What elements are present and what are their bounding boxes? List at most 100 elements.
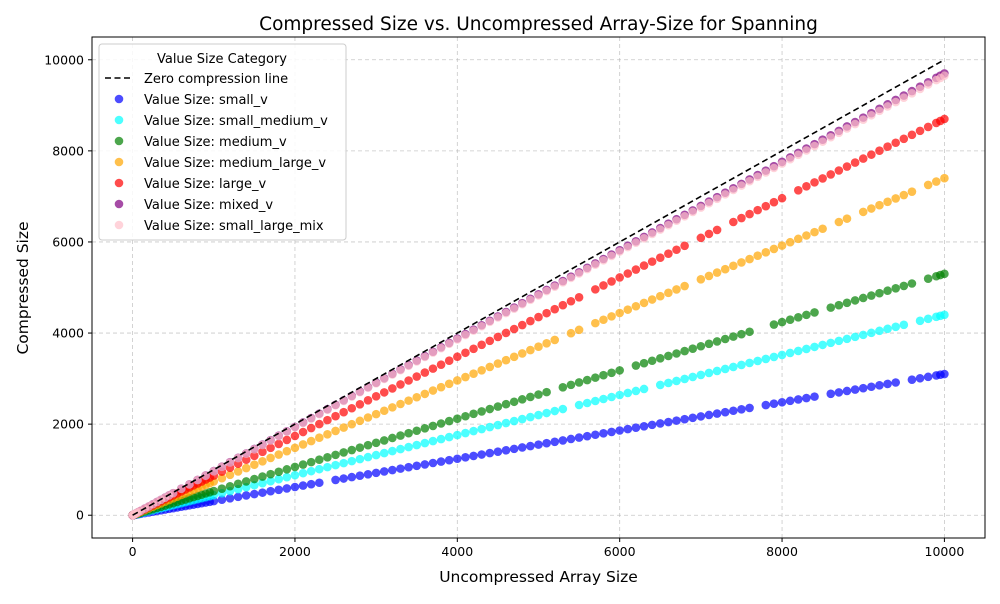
data-point xyxy=(647,356,657,366)
data-point xyxy=(558,300,568,310)
data-point xyxy=(923,180,933,190)
data-point xyxy=(266,476,275,486)
data-point xyxy=(477,424,486,434)
data-point xyxy=(729,217,738,227)
data-point xyxy=(379,448,389,458)
data-point xyxy=(436,434,446,444)
data-point xyxy=(712,268,722,277)
data-point xyxy=(517,320,527,330)
y-tick-label: 4000 xyxy=(52,326,84,341)
data-point xyxy=(785,154,795,164)
data-point xyxy=(477,340,486,350)
data-point xyxy=(867,382,876,392)
data-point xyxy=(404,442,413,452)
data-point xyxy=(371,438,381,448)
data-point xyxy=(379,436,389,445)
data-point xyxy=(891,284,900,293)
data-point xyxy=(883,379,892,389)
legend-line-label: Zero compression line xyxy=(144,72,288,87)
data-point xyxy=(631,301,641,311)
data-point xyxy=(712,409,722,418)
data-point xyxy=(436,419,446,428)
data-point xyxy=(745,254,754,264)
data-point xyxy=(883,197,892,207)
data-point xyxy=(477,407,486,416)
data-point xyxy=(517,414,527,424)
zero-compression-line xyxy=(132,59,945,516)
data-point xyxy=(599,370,608,380)
data-point xyxy=(306,457,316,467)
data-point xyxy=(850,332,860,342)
data-point xyxy=(355,443,365,452)
data-point xyxy=(834,300,844,310)
data-point xyxy=(493,332,503,342)
data-point xyxy=(720,407,730,417)
data-point xyxy=(802,182,811,191)
data-point xyxy=(339,423,348,432)
data-point xyxy=(907,187,917,196)
data-point xyxy=(818,340,827,350)
data-point xyxy=(363,440,373,450)
data-point xyxy=(542,286,551,296)
data-point xyxy=(526,392,535,402)
data-point xyxy=(331,411,340,421)
legend-title: Value Size Category xyxy=(157,52,287,67)
legend-marker xyxy=(114,220,124,230)
data-point xyxy=(290,482,300,492)
data-point xyxy=(923,274,933,283)
data-point xyxy=(534,312,543,322)
data-point xyxy=(672,216,681,226)
data-point xyxy=(298,481,308,490)
data-point xyxy=(891,97,900,107)
data-point xyxy=(274,450,284,459)
data-point xyxy=(363,383,373,393)
data-point xyxy=(412,392,422,402)
data-point xyxy=(664,249,673,259)
data-point xyxy=(802,344,811,354)
data-point xyxy=(453,376,462,385)
data-point xyxy=(777,241,787,250)
data-point xyxy=(655,291,665,301)
data-point xyxy=(241,463,251,473)
data-point xyxy=(623,388,633,398)
data-point xyxy=(631,423,641,432)
x-tick-label: 10000 xyxy=(925,544,965,559)
data-point xyxy=(550,437,560,447)
data-point xyxy=(347,403,357,413)
data-point xyxy=(469,326,478,335)
data-point xyxy=(793,234,803,244)
data-point xyxy=(250,474,259,484)
data-point xyxy=(412,357,422,366)
data-point xyxy=(574,269,584,278)
data-point xyxy=(493,402,503,411)
data-point xyxy=(396,365,405,375)
data-point xyxy=(923,314,933,324)
data-point xyxy=(639,384,649,394)
data-point xyxy=(355,416,365,426)
data-point xyxy=(753,251,762,261)
data-point xyxy=(720,334,730,344)
data-point xyxy=(891,138,900,148)
data-point xyxy=(250,451,259,461)
data-point xyxy=(250,489,259,499)
data-point xyxy=(517,443,527,452)
data-point xyxy=(347,472,357,482)
data-point xyxy=(688,344,698,353)
data-point xyxy=(777,159,787,168)
data-point xyxy=(858,293,868,303)
data-point xyxy=(379,374,389,384)
axis-ticks: 0 2000 4000 6000 8000 10000 0 2000 4000 6000 8000 1… xyxy=(44,52,964,559)
data-point xyxy=(250,480,259,490)
data-point xyxy=(347,456,357,466)
data-point xyxy=(493,359,503,368)
data-point xyxy=(842,124,852,133)
data-point xyxy=(266,469,275,479)
data-point xyxy=(534,390,543,399)
data-point xyxy=(907,130,917,140)
data-point xyxy=(542,438,551,448)
data-point xyxy=(664,417,673,427)
legend-label: Value Size: small_v xyxy=(144,93,268,108)
data-point xyxy=(558,436,568,445)
data-point xyxy=(412,440,422,450)
data-point xyxy=(639,298,649,308)
